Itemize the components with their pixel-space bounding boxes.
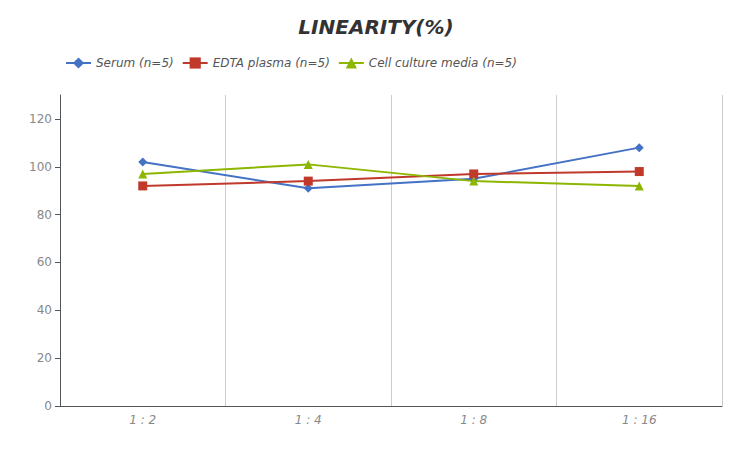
svg-text:60: 60 (37, 255, 52, 269)
svg-text:EDTA plasma (n=5): EDTA plasma (n=5) (213, 56, 330, 70)
svg-text:Serum (n=5): Serum (n=5) (96, 56, 174, 70)
svg-text:100: 100 (29, 160, 52, 174)
svg-text:1 : 4: 1 : 4 (295, 413, 322, 427)
svg-text:1 : 2: 1 : 2 (129, 413, 156, 427)
svg-text:1 : 16: 1 : 16 (622, 413, 657, 427)
svg-text:LINEARITY(%): LINEARITY(%) (298, 15, 453, 39)
svg-text:0: 0 (44, 399, 52, 413)
svg-text:120: 120 (29, 112, 52, 126)
svg-text:80: 80 (37, 208, 52, 222)
svg-text:Cell culture media (n=5): Cell culture media (n=5) (369, 56, 517, 70)
svg-text:40: 40 (37, 303, 52, 317)
svg-text:20: 20 (37, 351, 52, 365)
svg-text:1 : 8: 1 : 8 (460, 413, 487, 427)
